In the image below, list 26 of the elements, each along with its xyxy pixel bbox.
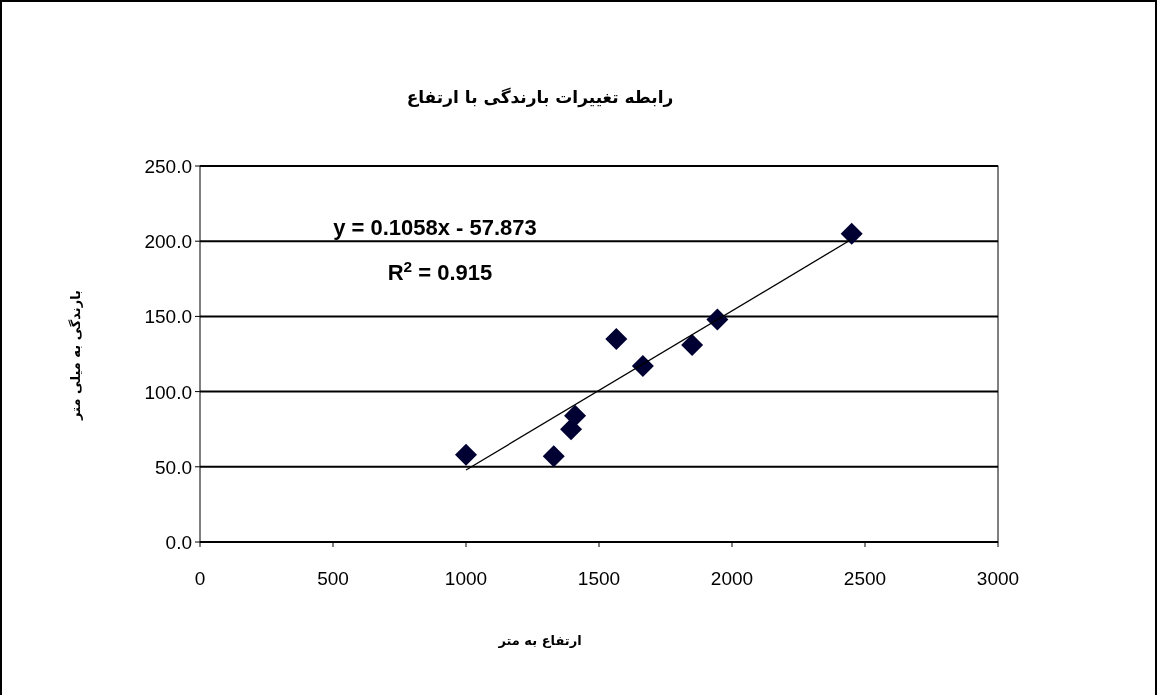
y-tick-label: 150.0 <box>144 306 192 328</box>
annotation: y = 0.1058x - 57.873 <box>333 215 537 240</box>
annotation: R$^{2}$ = 0.915 <box>387 257 493 285</box>
x-tick-label: 1000 <box>444 568 488 589</box>
y-tick-label: 200.0 <box>144 231 192 253</box>
point <box>706 308 729 331</box>
chart-title: رابطه تغییرات بارندگی با ارتفاع <box>406 87 674 108</box>
x-tick-label: 500 <box>317 568 349 589</box>
point <box>605 327 628 350</box>
x-tick-label: 2500 <box>843 568 887 589</box>
y-tick-label: 0.0 <box>165 532 192 553</box>
x-axis-title: ارتفاع به متر <box>497 633 582 648</box>
y-tick-label: 50.0 <box>155 456 192 478</box>
point <box>681 333 704 356</box>
point <box>840 222 863 245</box>
x-tick-label: 2000 <box>710 568 754 589</box>
y-tick-label: 100.0 <box>144 381 192 403</box>
x-tick-label: 3000 <box>976 568 1020 589</box>
x-tick-label: 0 <box>194 568 206 589</box>
y-tick-label: 250.0 <box>144 156 192 177</box>
x-tick-label: 1500 <box>577 568 621 589</box>
point <box>631 355 654 378</box>
y-axis-title: بارندگی به میلی متر <box>68 290 83 421</box>
point <box>542 445 565 468</box>
point <box>564 404 587 427</box>
point <box>455 443 477 466</box>
